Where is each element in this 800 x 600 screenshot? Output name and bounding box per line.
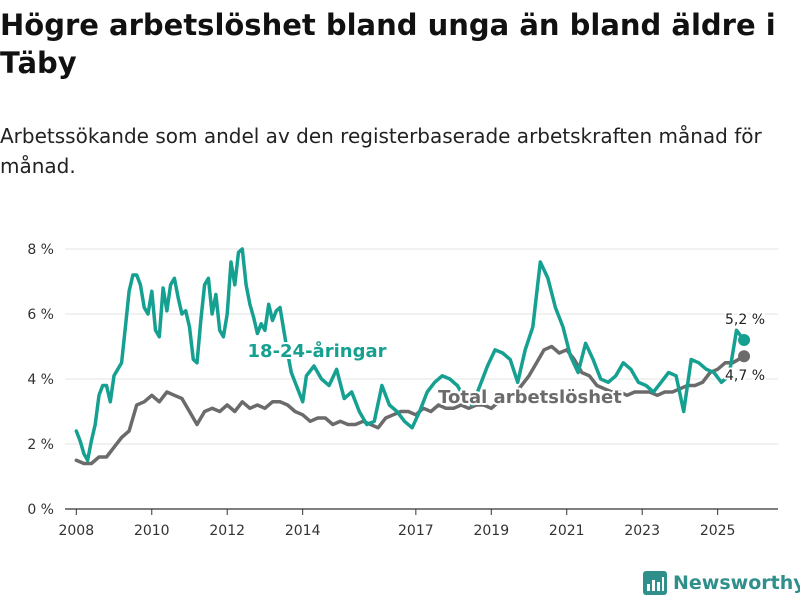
x-tick-label: 2017 (398, 523, 434, 539)
series-label-total: Total arbetslöshet (438, 387, 622, 408)
y-tick-label: 4 % (27, 372, 54, 388)
series-label-young: 18-24-åringar (248, 340, 387, 362)
series-lines (74, 247, 751, 466)
x-tick-label: 2010 (134, 523, 170, 539)
x-tick-label: 2019 (473, 523, 509, 539)
x-tick-label: 2008 (58, 523, 94, 539)
chart-labels: 18-24-åringar Total arbetslöshet 5,2 % 4,7 … (246, 310, 768, 410)
y-tick-label: 8 % (27, 242, 54, 258)
end-value-label-young: 5,2 % (725, 312, 765, 328)
x-tick-label: 2025 (700, 523, 736, 539)
x-tick-label: 2012 (209, 523, 245, 539)
y-tick-label: 2 % (27, 437, 54, 453)
bar-chart-icon (643, 571, 667, 595)
page-title: Högre arbetslöshet bland unga än bland ä… (0, 8, 776, 80)
end-point-young (738, 334, 751, 346)
grid-lines (65, 248, 778, 445)
y-tick-label: 6 % (27, 307, 54, 323)
axes: 0 % 2 % 4 % 6 % 8 % 2008 2010 2012 2014 2017 2019 2… (27, 242, 778, 539)
newsworthy-logo: Newsworthy (643, 568, 800, 598)
y-tick-label: 0 % (27, 502, 54, 518)
end-value-label-total: 4,7 % (725, 368, 765, 384)
x-tick-label: 2014 (285, 523, 321, 539)
brand-name: Newsworthy (673, 572, 800, 594)
series-line-young (74, 247, 746, 463)
series-line-total (74, 344, 746, 466)
x-tick-label: 2023 (624, 523, 660, 539)
chart-subtitle: Arbetssökande som andel av den registerb… (0, 124, 762, 178)
x-tick-label: 2021 (549, 523, 585, 539)
end-point-total (738, 350, 751, 363)
